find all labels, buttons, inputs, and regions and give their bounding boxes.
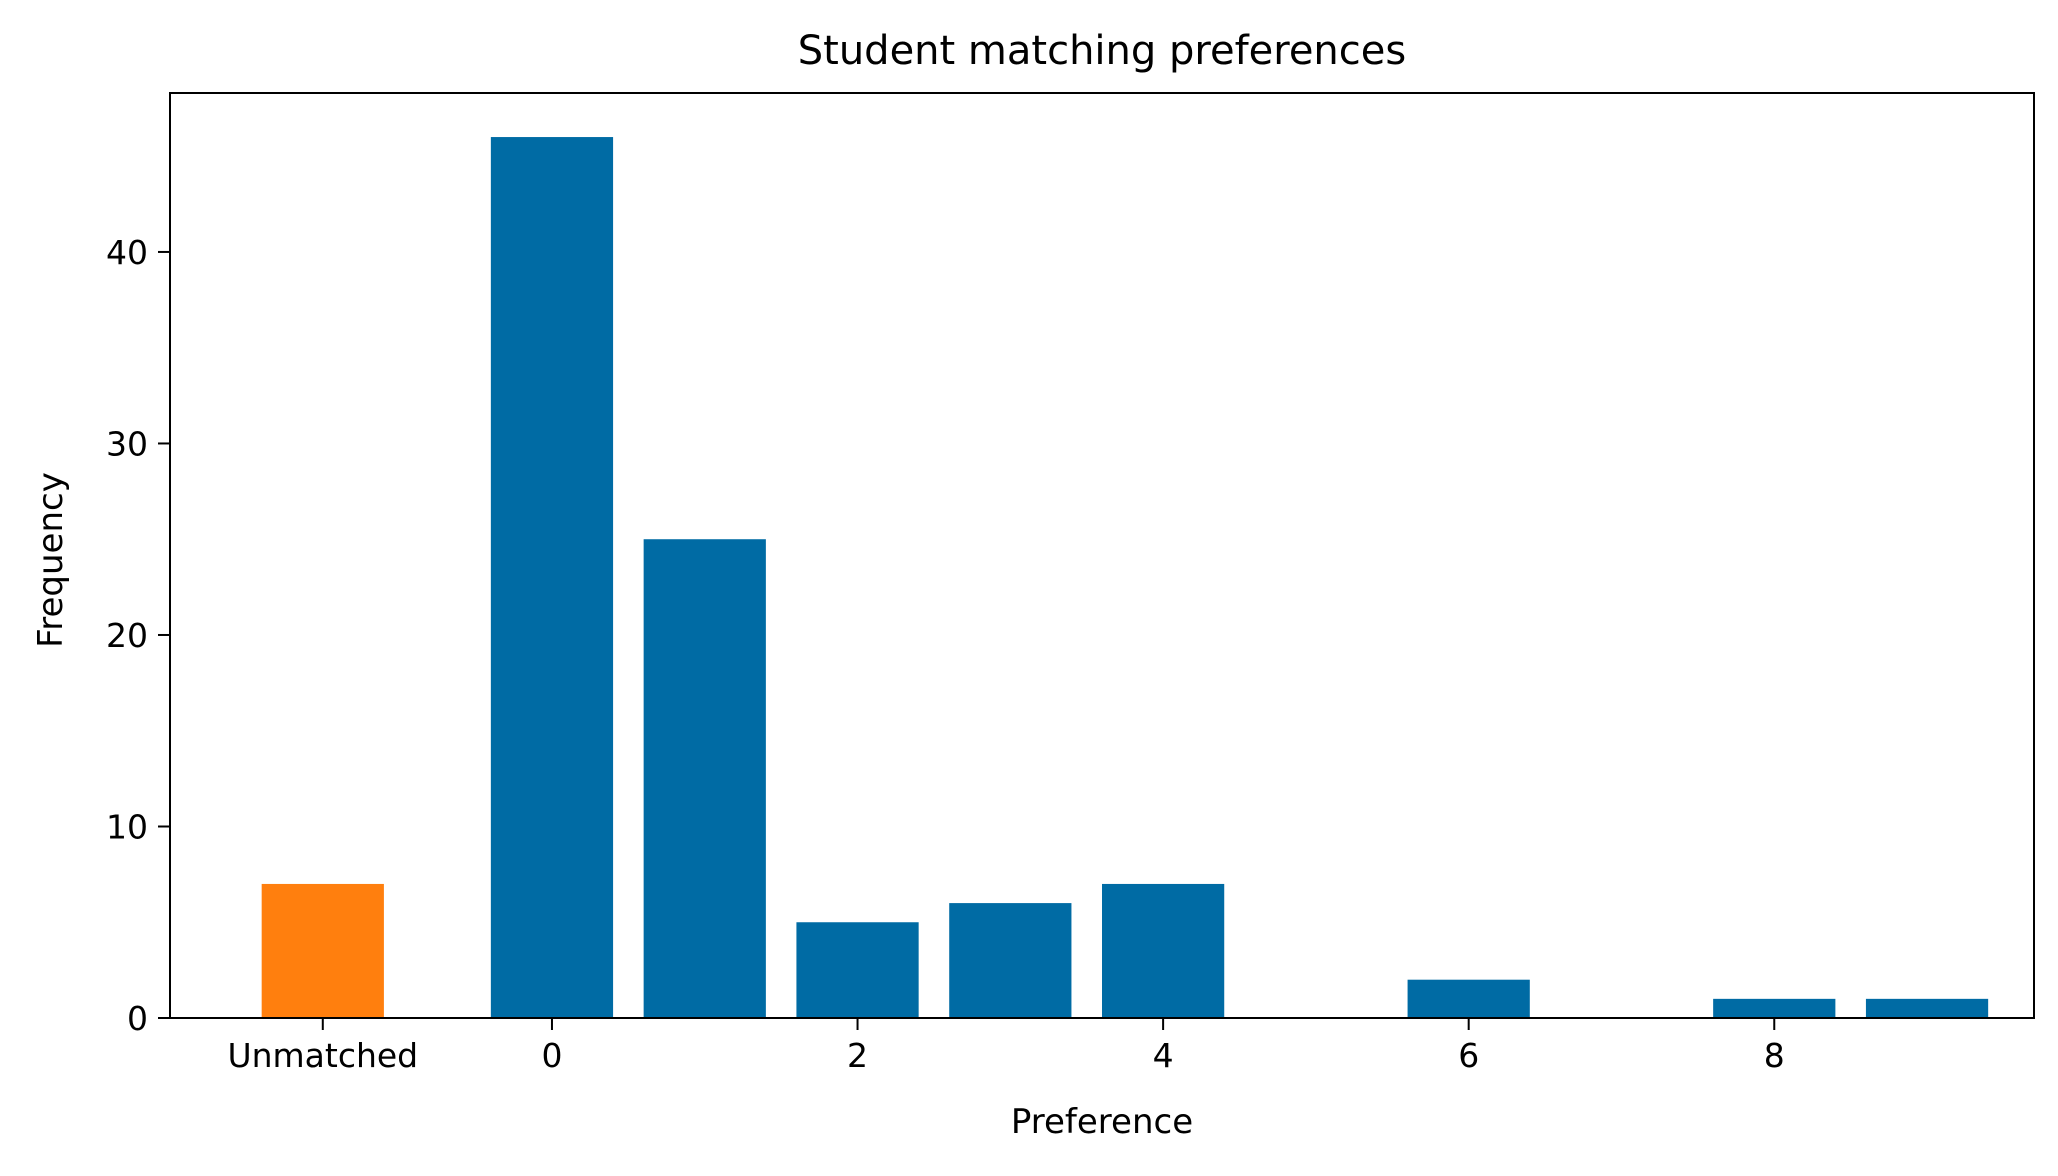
x-axis: Unmatched 0 2 4 6 8 bbox=[227, 1018, 1785, 1075]
y-axis-label: Frequency bbox=[31, 472, 71, 648]
y-tick-label: 30 bbox=[106, 424, 148, 463]
x-axis-label: Preference bbox=[1011, 1102, 1193, 1142]
x-tick-label: Unmatched bbox=[227, 1036, 418, 1075]
bar-unmatched bbox=[261, 883, 384, 1018]
y-tick-label: 20 bbox=[106, 616, 148, 655]
plot-area-frame bbox=[169, 92, 2035, 1019]
bar-8 bbox=[1713, 998, 1836, 1018]
bar-9 bbox=[1865, 998, 1989, 1018]
x-tick-label: 4 bbox=[1153, 1036, 1174, 1075]
bar-1 bbox=[643, 539, 766, 1018]
x-tick-label: 6 bbox=[1458, 1036, 1479, 1075]
bar-3 bbox=[949, 903, 1072, 1018]
y-tick-label: 0 bbox=[127, 999, 148, 1038]
y-tick-label: 10 bbox=[106, 807, 148, 846]
bar-2 bbox=[796, 922, 919, 1018]
bar-4 bbox=[1102, 883, 1225, 1018]
bar-0 bbox=[490, 137, 614, 1019]
x-tick-label: 0 bbox=[541, 1036, 562, 1075]
y-axis: 0 10 20 30 40 bbox=[106, 233, 170, 1038]
bars-group bbox=[261, 137, 1989, 1019]
x-tick-label: 2 bbox=[847, 1036, 868, 1075]
y-tick-label: 40 bbox=[106, 233, 148, 272]
x-tick-label: 8 bbox=[1764, 1036, 1785, 1075]
bar-6 bbox=[1407, 979, 1530, 1018]
chart-title: Student matching preferences bbox=[798, 28, 1406, 74]
